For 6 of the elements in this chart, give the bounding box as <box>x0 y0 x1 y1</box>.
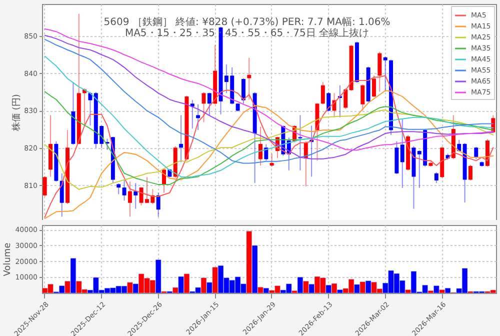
line-series <box>44 109 494 190</box>
line-series <box>44 91 494 186</box>
y-axis-title: Volume <box>3 242 14 276</box>
text: 5609 ［鉄鋼］ 終値: ¥828 (+0.73%) PER: 7.7 MA幅: 1.06% <box>104 16 390 28</box>
line-series <box>44 56 494 178</box>
y-axis-title: 株価 (円) <box>11 94 22 132</box>
